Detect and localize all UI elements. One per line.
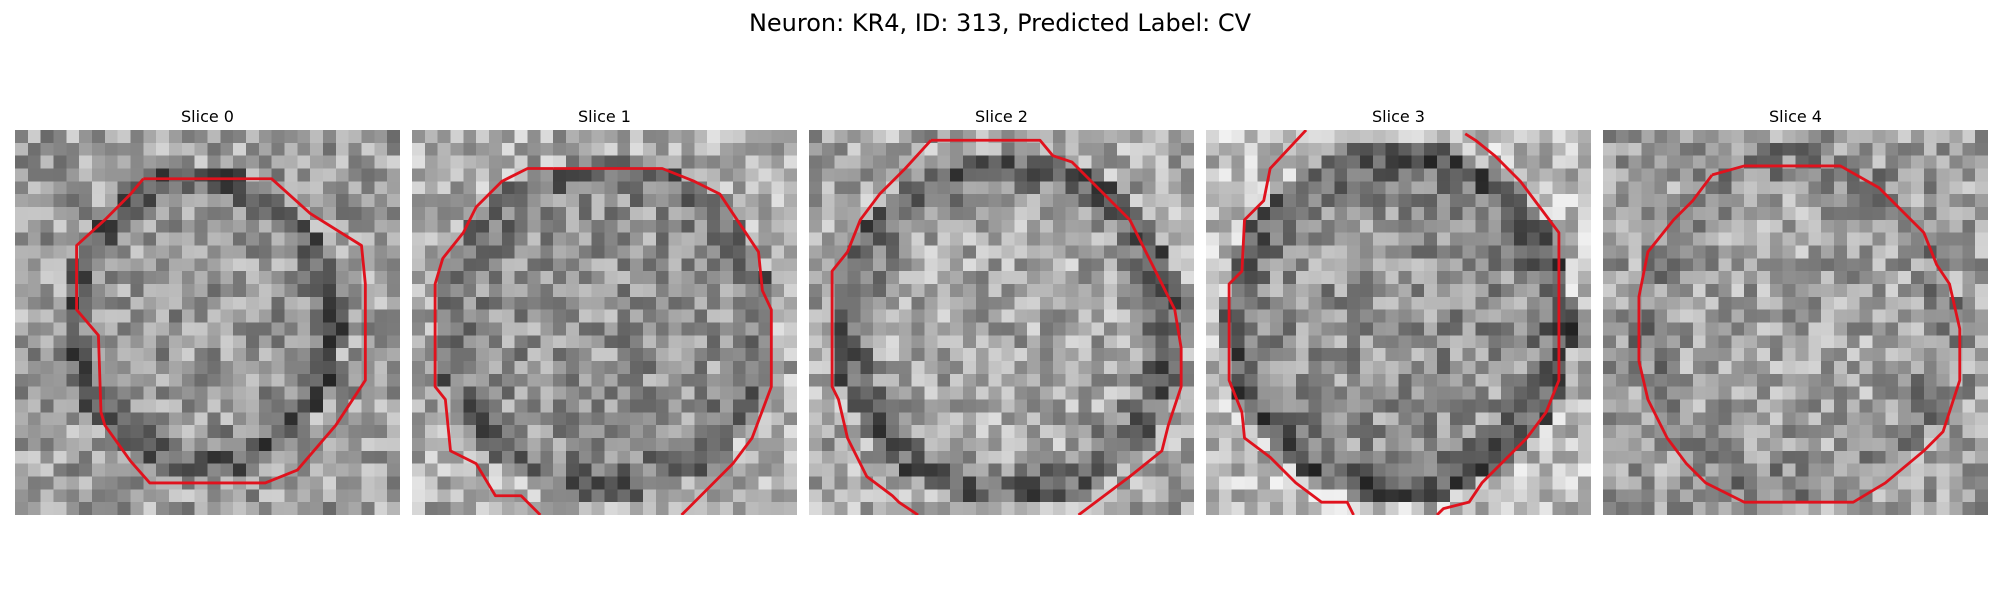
figure-title: Neuron: KR4, ID: 313, Predicted Label: C… [748, 9, 1252, 37]
slice-image-4 [1603, 130, 1988, 515]
slice-image-0 [15, 130, 400, 515]
slice-image-3 [1206, 130, 1591, 515]
slice-title: Slice 0 [181, 107, 234, 126]
slice-panel-2: Slice 2 [809, 106, 1194, 515]
segmentation-contour [1227, 130, 1355, 515]
segmentation-contour [1637, 164, 1962, 504]
pixel-grid [1603, 130, 1988, 515]
slice-title: Slice 3 [1372, 107, 1425, 126]
segmentation-contour [75, 177, 367, 485]
slice-panel-0: Slice 0 [15, 106, 400, 515]
pixel-grid [412, 130, 797, 515]
segmentation-contour [1436, 132, 1561, 515]
segmentation-contour [433, 167, 554, 515]
segmentation-contour [830, 139, 932, 515]
pixel-grid [809, 130, 1194, 515]
pixel-grid [15, 130, 400, 515]
segmentation-contour [930, 138, 1183, 515]
slice-panel-4: Slice 4 [1603, 106, 1988, 515]
pixel-grid [1206, 130, 1591, 515]
slice-panel-1: Slice 1 [412, 106, 797, 515]
slice-panel-3: Slice 3 [1206, 106, 1591, 515]
segmentation-contour [553, 167, 773, 515]
slice-image-2 [809, 130, 1194, 515]
slice-title: Slice 1 [578, 107, 631, 126]
slice-title: Slice 2 [975, 107, 1028, 126]
slice-image-1 [412, 130, 797, 515]
slice-title: Slice 4 [1769, 107, 1822, 126]
